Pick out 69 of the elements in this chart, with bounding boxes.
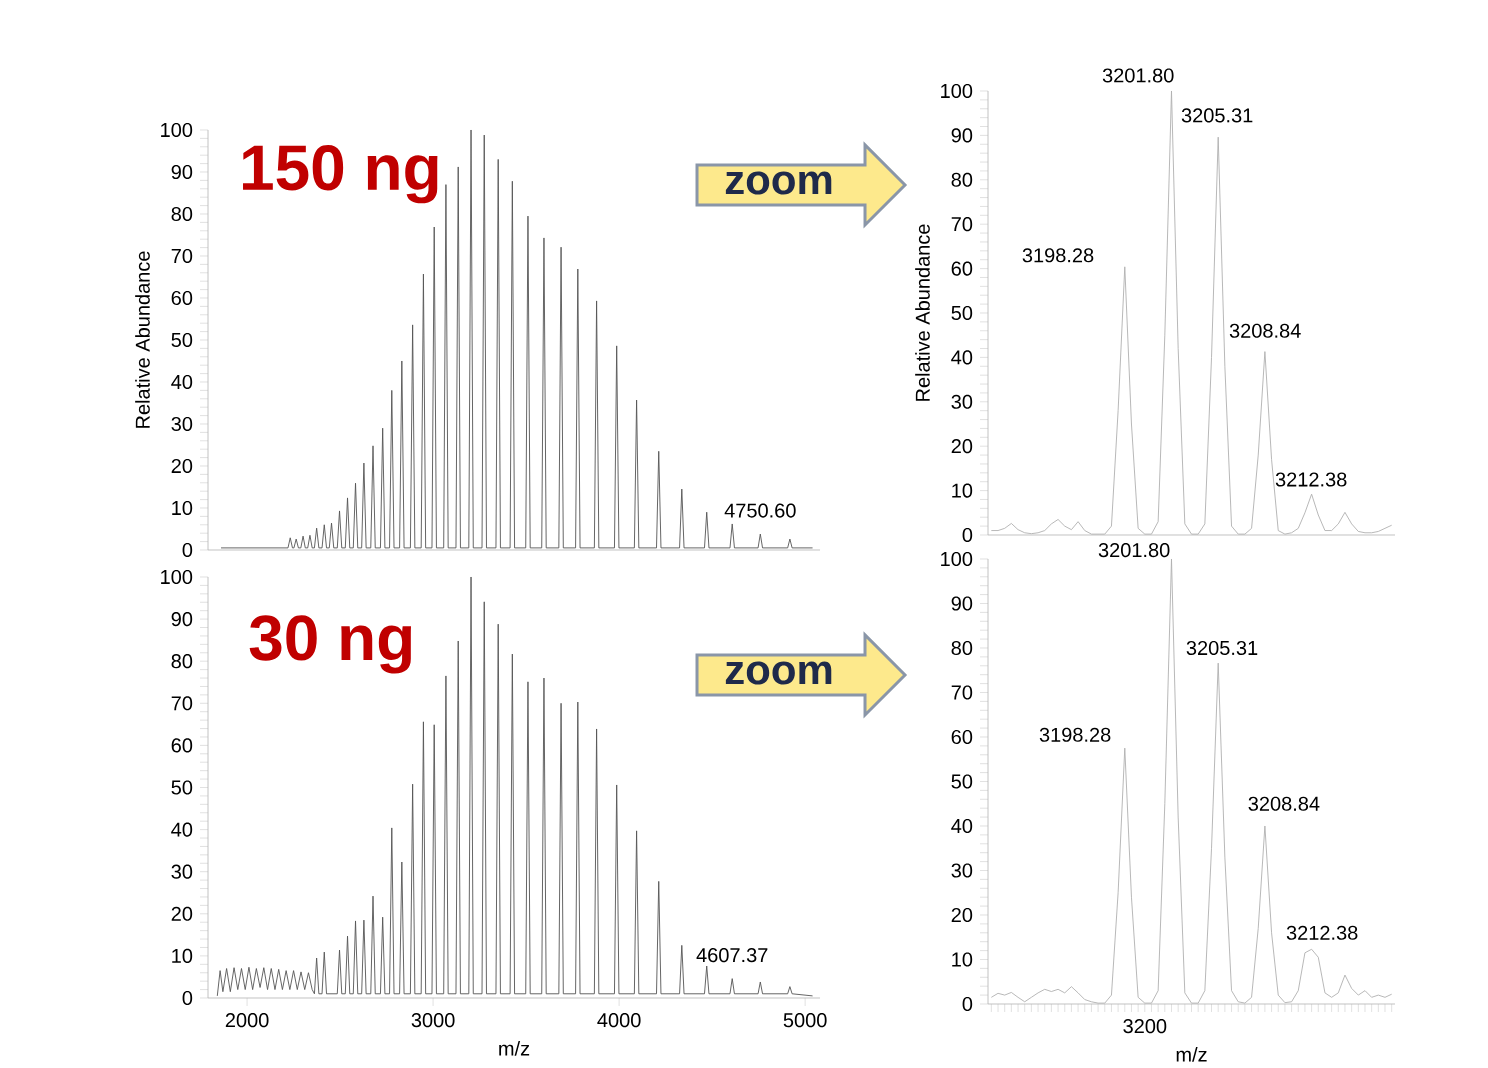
annotation: 3212.38 — [1286, 925, 1358, 940]
y-tick-label: 0 — [962, 527, 973, 543]
y-tick-label: 50 — [171, 332, 193, 348]
x-axis-title: m/z — [1176, 1046, 1207, 1062]
annotation: 3205.31 — [1186, 640, 1258, 656]
y-tick-label: 100 — [161, 569, 193, 585]
y-tick-label: 60 — [951, 729, 973, 745]
y-tick-label: 80 — [951, 640, 973, 656]
y-tick-label: 10 — [172, 948, 193, 963]
y-tick-label: 80 — [171, 654, 193, 669]
y-tick-label: 0 — [182, 542, 193, 558]
y-tick-label: 70 — [951, 217, 973, 232]
y-tick-label: 40 — [951, 350, 973, 365]
y-tick-label: 100 — [161, 122, 193, 138]
x-tick-label: 3000 — [411, 1013, 455, 1028]
y-tick-label: 60 — [171, 290, 193, 306]
annotation: 3205.31 — [1181, 108, 1253, 123]
annotation: 3198.28 — [1039, 727, 1111, 742]
y-tick-label: 90 — [951, 596, 973, 611]
x-tick-label: 3200 — [1123, 1019, 1167, 1034]
y-tick-label: 40 — [171, 822, 193, 837]
x-tick-label: 4000 — [597, 1013, 641, 1028]
y-tick-label: 70 — [951, 685, 973, 700]
text: 3201.80 — [1098, 543, 1170, 558]
chart-title: 150 ng — [243, 145, 438, 204]
y-tick-label: 30 — [951, 394, 973, 409]
annotation: 3212.38 — [1275, 472, 1347, 487]
x-tick-label: 5000 — [783, 1013, 827, 1028]
y-tick-label: 70 — [171, 248, 193, 264]
y-tick-label: 30 — [171, 416, 193, 432]
text: 3201.80 — [1102, 68, 1174, 83]
y-tick-label: 90 — [951, 128, 973, 143]
y-tick-label: 100 — [941, 551, 973, 567]
y-tick-label: 0 — [182, 990, 193, 1006]
x-tick-label: 2000 — [225, 1013, 269, 1028]
y-tick-label: 70 — [171, 696, 193, 711]
y-axis-title: Relative Abundance — [135, 251, 150, 428]
annotation: 3208.84 — [1229, 323, 1301, 338]
y-tick-label: 20 — [951, 439, 973, 454]
y-tick-label: 20 — [951, 907, 973, 923]
y-tick-label: 80 — [171, 206, 193, 222]
y-tick-label: 80 — [951, 172, 973, 187]
y-tick-label: 100 — [941, 83, 973, 99]
annotation: 4750.60 — [724, 503, 796, 518]
annotation: 4607.37 — [696, 948, 768, 963]
y-tick-label: 40 — [951, 818, 973, 834]
y-tick-label: 20 — [171, 458, 193, 474]
y-tick-label: 10 — [952, 483, 973, 498]
y-tick-label: 30 — [951, 863, 973, 878]
text: 30 ng — [249, 615, 411, 674]
y-tick-label: 50 — [171, 780, 193, 795]
y-tick-label: 10 — [172, 500, 193, 516]
x-axis-title: m/z — [499, 1040, 530, 1056]
y-tick-label: 10 — [952, 952, 973, 967]
y-tick-label: 20 — [171, 906, 193, 921]
y-tick-label: 90 — [171, 612, 193, 627]
annotation: 3198.28 — [1022, 248, 1094, 263]
y-tick-label: 60 — [951, 261, 973, 276]
annotation: zoom — [725, 171, 832, 195]
y-tick-label: 90 — [171, 164, 193, 180]
y-tick-label: 60 — [171, 738, 193, 753]
y-tick-label: 0 — [962, 996, 973, 1012]
y-tick-label: 30 — [171, 864, 193, 879]
y-tick-label: 50 — [951, 774, 973, 789]
y-tick-label: 40 — [171, 374, 193, 390]
y-axis-title: Relative Abundance — [915, 224, 930, 401]
y-tick-label: 50 — [951, 305, 973, 321]
annotation: 3208.84 — [1248, 796, 1320, 811]
annotation: zoom — [725, 661, 832, 685]
